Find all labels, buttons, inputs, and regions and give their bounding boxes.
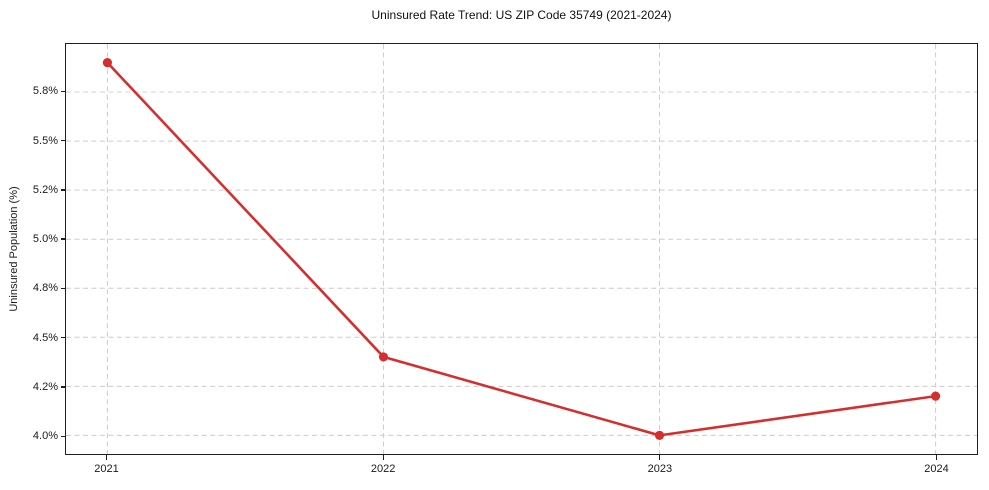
y-tick-label: 4.8% [32,282,58,295]
trend-line [106,61,937,437]
y-tick [60,287,65,290]
y-tick-label: 5.8% [32,85,58,98]
x-tick-label: 2021 [94,463,119,475]
y-tick [60,189,65,191]
chart-title: Uninsured Rate Trend: US ZIP Code 35749 … [371,8,672,22]
y-tick [60,139,65,142]
y-axis-label: Uninsured Population (%) [8,186,20,312]
x-tick [659,455,661,460]
y-tick [60,337,65,339]
y-tick-label: 5.0% [32,233,58,246]
x-tick-label: 2024 [924,463,949,475]
x-tick [935,455,938,460]
x-tick-label: 2023 [647,463,673,475]
data-point-2023 [654,430,665,440]
y-tick [60,386,65,388]
y-tick-label: 5.2% [32,183,58,196]
y-tick [60,238,65,240]
data-point-2024 [931,391,941,401]
y-tick [60,90,65,92]
x-tick [105,455,108,460]
data-point-2022 [378,352,389,362]
y-tick-label: 5.5% [32,134,58,147]
line-chart-canvas [66,44,977,454]
y-tick [60,435,65,437]
x-tick-label: 2022 [370,463,396,475]
data-point-2021 [102,58,112,68]
y-tick-label: 4.5% [32,331,58,344]
y-tick-label: 4.2% [32,380,58,393]
y-tick-label: 4.0% [32,430,58,443]
x-tick [382,455,384,460]
plot-area [65,43,978,455]
